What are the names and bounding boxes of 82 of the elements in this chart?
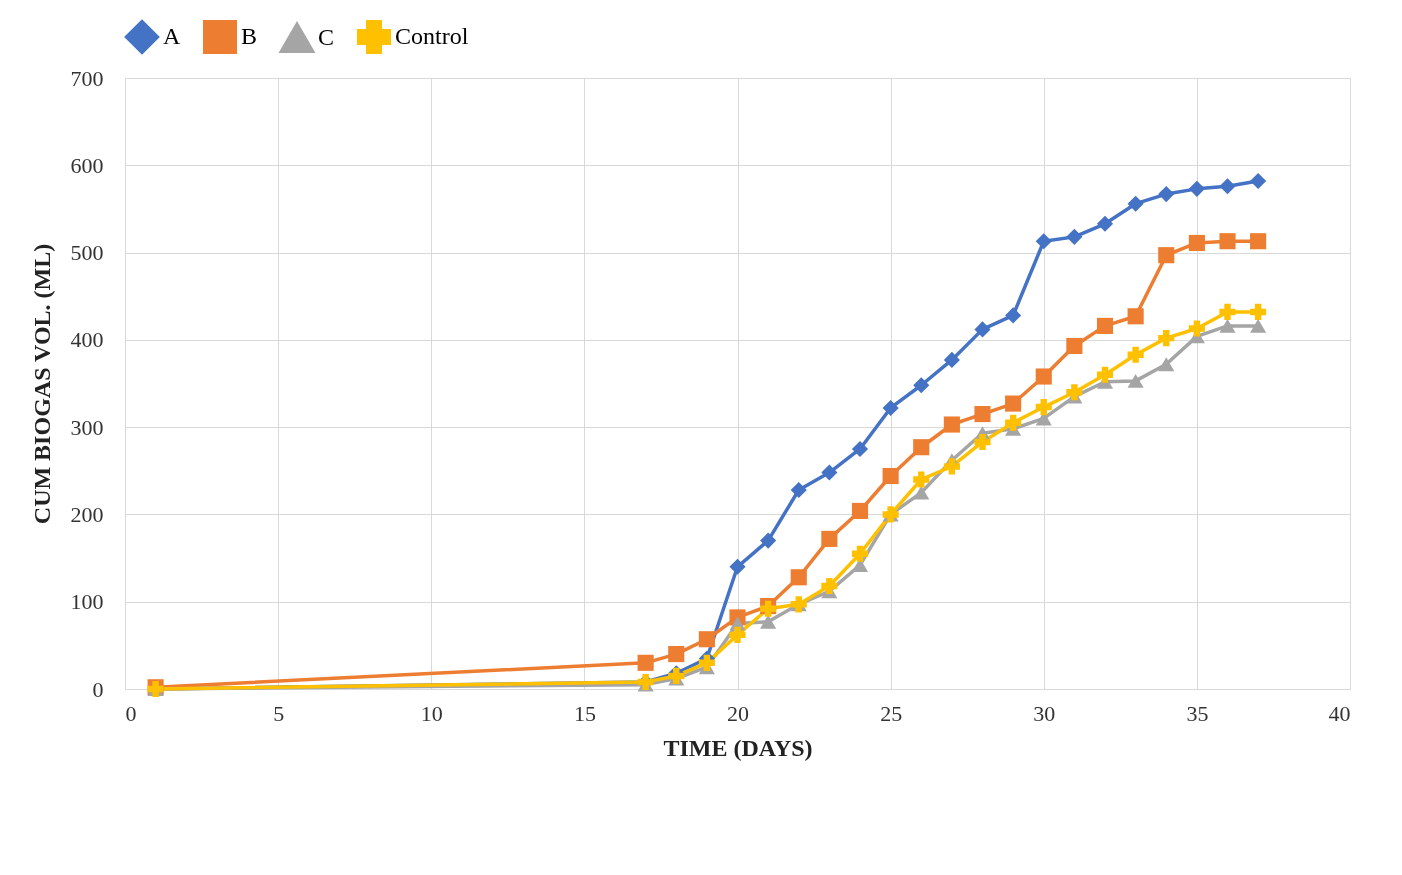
point [1250, 172, 1267, 190]
x-tick-label: 25 [880, 700, 903, 726]
point [974, 405, 991, 423]
point [943, 351, 960, 368]
point [1158, 357, 1175, 372]
point [913, 485, 930, 500]
point [760, 614, 777, 629]
y-tick-label: 700 [70, 65, 104, 91]
point [851, 545, 869, 562]
x-tick-label: 10 [420, 700, 443, 726]
point [1219, 303, 1236, 320]
point [1035, 399, 1052, 416]
x-tick-label: 20 [727, 700, 749, 726]
point [1127, 373, 1144, 388]
point [974, 433, 991, 451]
x-tick-label: 5 [273, 700, 285, 726]
y-tick-label: 0 [92, 676, 104, 702]
point [1096, 317, 1114, 334]
point [1250, 233, 1267, 250]
x-tick-label: 0 [125, 700, 137, 726]
point [1158, 247, 1175, 264]
y-tick-label: 500 [70, 240, 104, 266]
y-tick-label: 400 [70, 327, 104, 353]
x-tick-label: 15 [573, 700, 596, 726]
point [821, 464, 838, 481]
point [974, 321, 991, 338]
point [1219, 178, 1236, 195]
point [882, 467, 899, 485]
point [637, 654, 654, 671]
point [1066, 337, 1083, 355]
point [1035, 233, 1052, 250]
point [1158, 186, 1175, 203]
legend-label: B [241, 23, 258, 49]
point [1066, 384, 1083, 401]
point [760, 532, 777, 549]
x-tick-label: 30 [1033, 700, 1056, 726]
point [1127, 346, 1144, 363]
point [943, 416, 960, 433]
x-axis-title: TIME (DAYS) [663, 734, 813, 761]
y-tick-label: 300 [70, 414, 104, 440]
point [1096, 215, 1114, 232]
point [1005, 414, 1022, 431]
point [851, 502, 869, 519]
y-tick-label: 200 [70, 501, 104, 527]
point [729, 558, 746, 575]
point [1188, 180, 1205, 197]
point [1127, 195, 1144, 212]
point [1219, 233, 1236, 250]
y-axis-title: CUM BIOGAS VOL. (ML) [28, 243, 55, 525]
legend-label: Control [395, 23, 469, 49]
x-tick-label: 35 [1186, 700, 1209, 726]
point [882, 399, 899, 416]
point [821, 530, 838, 547]
point [943, 458, 960, 475]
legend-label: C [318, 24, 335, 50]
y-tick-label: 100 [70, 589, 104, 615]
point [1096, 366, 1114, 383]
point [1127, 308, 1144, 325]
point [1005, 307, 1022, 324]
point [1250, 303, 1267, 320]
point [790, 481, 807, 499]
y-tick-label: 600 [70, 152, 104, 178]
point [1005, 395, 1022, 412]
point [821, 577, 838, 595]
point [1158, 330, 1175, 347]
point [1188, 320, 1205, 337]
point [698, 631, 715, 648]
point [1250, 318, 1267, 333]
point [1066, 228, 1083, 245]
point [1219, 318, 1236, 333]
point [729, 626, 746, 643]
legend-label: A [163, 23, 181, 49]
point [851, 440, 869, 458]
x-tick-label: 40 [1328, 700, 1351, 726]
point [1035, 368, 1052, 385]
point [790, 569, 807, 586]
point [668, 646, 685, 663]
point [913, 439, 930, 456]
point [913, 471, 930, 488]
point [698, 654, 715, 671]
point [913, 377, 930, 394]
point [1188, 234, 1205, 252]
